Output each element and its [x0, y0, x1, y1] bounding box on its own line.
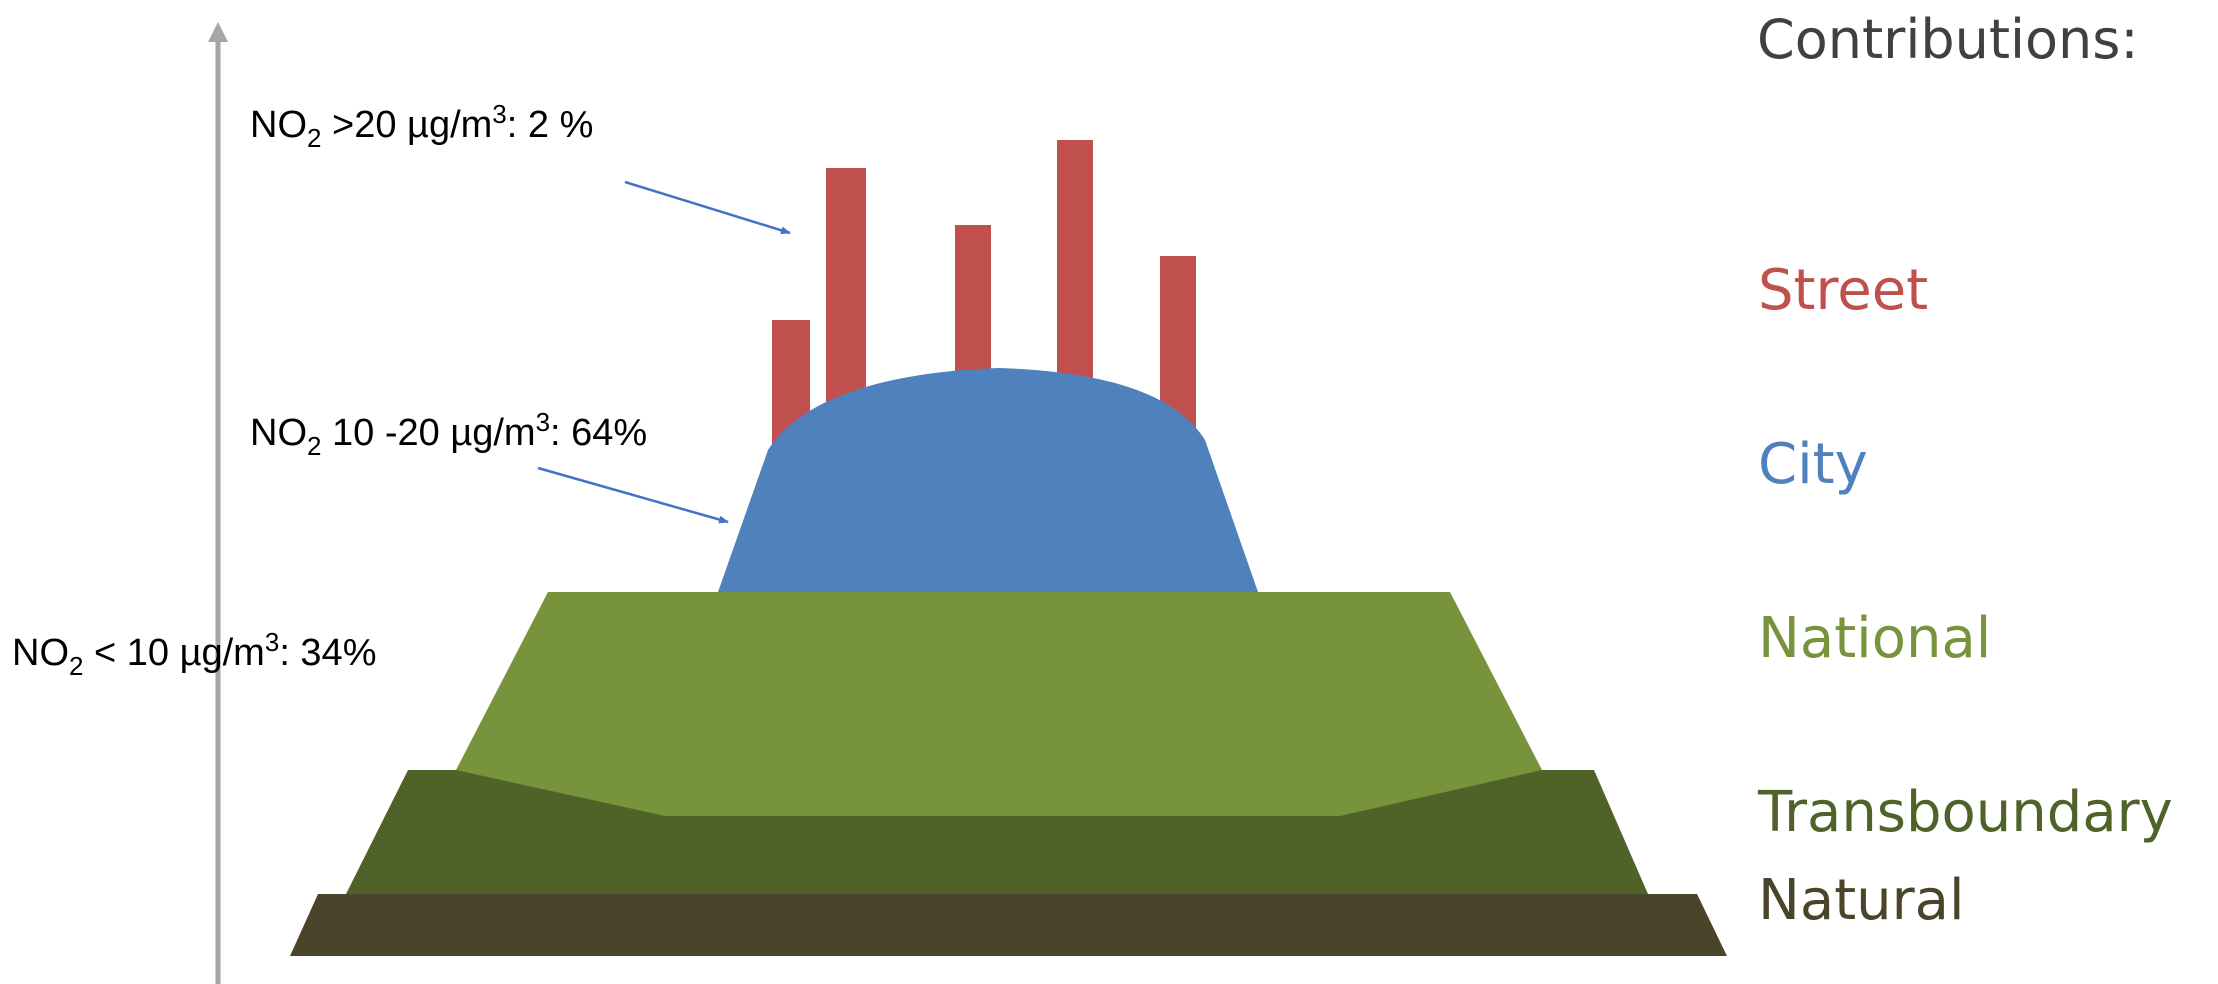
- legend-title: Contributions:: [1757, 8, 2139, 71]
- legend-item-transboundary: Transboundary: [1758, 780, 2173, 845]
- legend-item-city: City: [1758, 432, 1868, 497]
- pointer-arrow-mid: [537, 466, 729, 524]
- pointer-arrow-high: [624, 180, 791, 235]
- legend-item-natural: Natural: [1758, 868, 1965, 933]
- national-layer: [456, 592, 1542, 816]
- legend-item-street: Street: [1758, 258, 1929, 323]
- annotation-no2-above-20: NO2 >20 µg/m3: 2 %: [250, 99, 594, 153]
- legend-item-national: National: [1758, 606, 1992, 671]
- annotation-no2-below-10: NO2 < 10 µg/m3: 34%: [12, 627, 377, 681]
- city-layer: [718, 368, 1258, 592]
- natural-layer: [290, 894, 1727, 956]
- street-bar: [1057, 140, 1093, 400]
- axis-arrow-head: [208, 22, 228, 42]
- annotation-no2-10-to-20: NO2 10 -20 µg/m3: 64%: [250, 407, 648, 461]
